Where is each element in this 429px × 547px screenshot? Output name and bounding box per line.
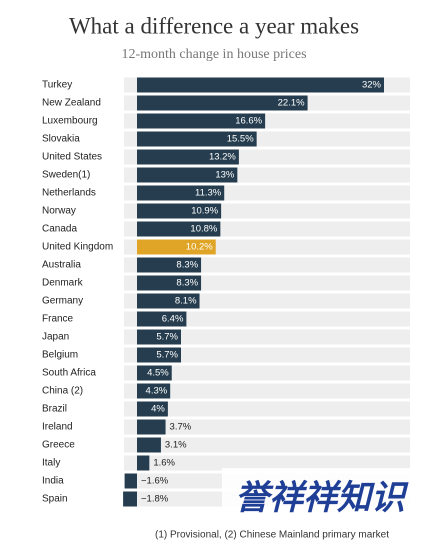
bar	[137, 347, 181, 363]
value-label: 4.5%	[147, 368, 169, 379]
track	[124, 437, 410, 453]
value-label: −1.8%	[141, 494, 169, 505]
value-label: 15.5%	[227, 134, 254, 145]
track	[124, 455, 410, 471]
value-label: 16.6%	[235, 116, 262, 127]
bar	[137, 203, 222, 219]
watermark-bg	[222, 468, 418, 528]
value-label: 1.6%	[153, 458, 175, 469]
bar	[137, 275, 202, 291]
category-label: Turkey	[42, 80, 72, 91]
category-label: Canada	[42, 224, 77, 235]
value-label: 13%	[215, 170, 235, 181]
bar	[137, 131, 257, 147]
track	[124, 419, 410, 435]
bar	[137, 77, 384, 93]
value-label: 5.7%	[156, 350, 178, 361]
category-label: Japan	[42, 332, 69, 343]
watermark: 誉祥祥知识	[235, 479, 409, 517]
value-label: 10.8%	[190, 224, 217, 235]
track	[124, 311, 410, 327]
category-label: South Africa	[42, 368, 96, 379]
category-label: Brazil	[42, 404, 67, 415]
category-label: Spain	[42, 494, 68, 505]
track	[124, 401, 410, 417]
category-label: Australia	[42, 260, 81, 271]
value-label: 13.2%	[209, 152, 236, 163]
value-label: 11.3%	[195, 188, 222, 199]
value-label: 4.3%	[146, 386, 168, 397]
category-label: United States	[42, 152, 102, 163]
bar	[137, 113, 266, 129]
value-label: 3.1%	[165, 440, 187, 451]
bar	[137, 257, 202, 273]
bar	[137, 149, 239, 165]
category-label: New Zealand	[42, 98, 101, 109]
bar	[124, 473, 137, 489]
category-label: India	[42, 476, 64, 487]
bar	[137, 437, 161, 453]
value-label: 8.1%	[175, 296, 197, 307]
bar	[123, 491, 137, 507]
category-label: Sweden(1)	[42, 170, 90, 181]
category-label: Netherlands	[42, 188, 96, 199]
track	[124, 383, 410, 399]
bar	[137, 185, 225, 201]
category-label: United Kingdom	[42, 242, 113, 253]
value-label: 8.3%	[176, 260, 198, 271]
category-label: Germany	[42, 296, 83, 307]
chart-subtitle: 12-month change in house prices	[121, 47, 306, 62]
bar	[137, 221, 221, 237]
category-label: China (2)	[42, 386, 83, 397]
bar	[137, 365, 172, 381]
bar	[137, 293, 200, 309]
value-label: 10.2%	[186, 242, 213, 253]
bar	[137, 455, 150, 471]
value-label: −1.6%	[141, 476, 169, 487]
track	[124, 329, 410, 345]
category-label: Slovakia	[42, 134, 80, 145]
footnote: (1) Provisional, (2) Chinese Mainland pr…	[155, 530, 389, 541]
value-label: 10.9%	[191, 206, 218, 217]
category-label: France	[42, 314, 74, 325]
category-label: Denmark	[42, 278, 84, 289]
value-label: 6.4%	[162, 314, 184, 325]
category-label: Italy	[42, 458, 60, 469]
category-label: Ireland	[42, 422, 73, 433]
category-label: Norway	[42, 206, 76, 217]
bar	[137, 419, 166, 435]
track	[124, 347, 410, 363]
bar	[137, 95, 308, 111]
value-label: 22.1%	[278, 98, 305, 109]
bar	[137, 167, 238, 183]
bar	[137, 383, 171, 399]
category-label: Greece	[42, 440, 75, 451]
chart-title: What a difference a year makes	[69, 13, 359, 38]
value-label: 8.3%	[176, 278, 198, 289]
value-label: 4%	[151, 404, 165, 415]
bar	[137, 401, 168, 417]
category-label: Luxembourg	[42, 116, 98, 127]
category-label: Belgium	[42, 350, 78, 361]
bar	[137, 311, 187, 327]
value-label: 32%	[362, 80, 382, 91]
value-label: 5.7%	[156, 332, 178, 343]
bar	[137, 329, 181, 345]
bar	[137, 239, 216, 255]
track	[124, 365, 410, 381]
value-label: 3.7%	[170, 422, 192, 433]
